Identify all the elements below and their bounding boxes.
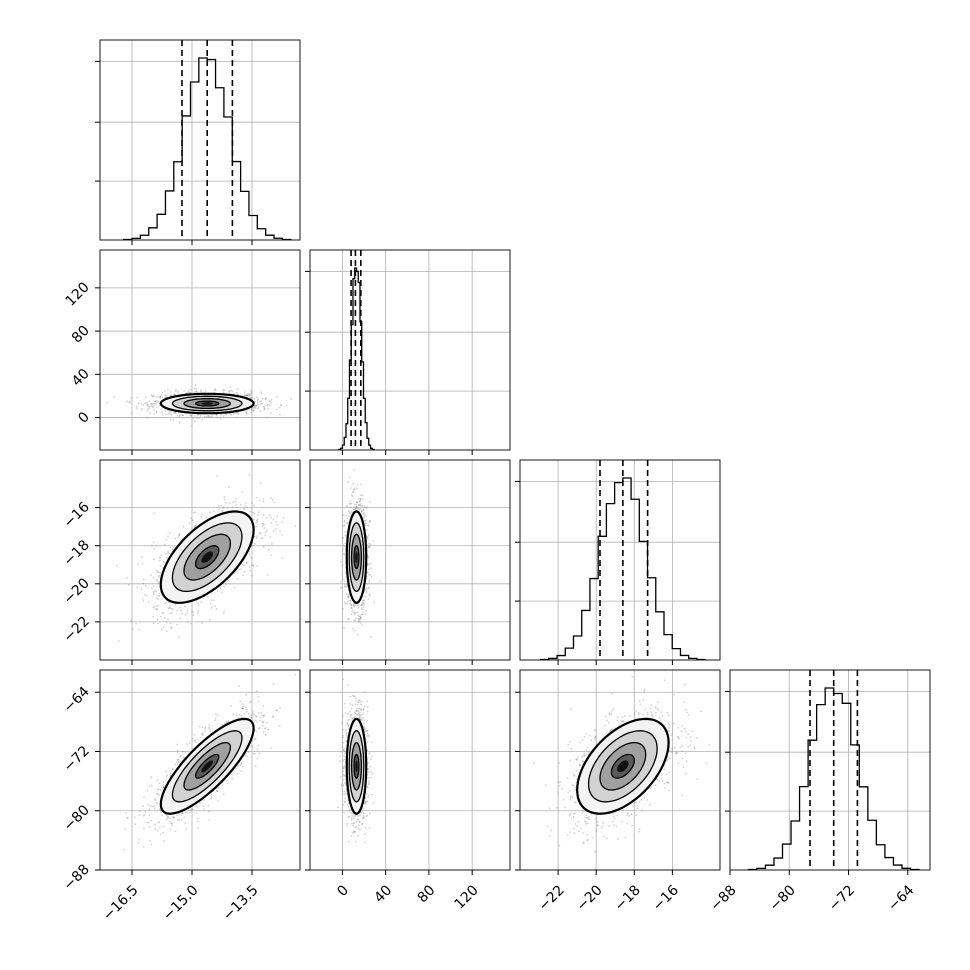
contour-line <box>194 753 220 779</box>
panel-2-1 <box>305 459 511 665</box>
panel-content <box>520 670 720 870</box>
y-tick-label: 120 <box>63 279 93 309</box>
x-tick-label: −15.0 <box>160 882 202 924</box>
contour-line <box>353 753 360 779</box>
panel-content <box>100 40 300 240</box>
y-tick-label: 40 <box>69 366 93 390</box>
x-tick-label: −13.5 <box>220 882 262 924</box>
y-tick-label: −72 <box>61 743 93 775</box>
y-tick-label: −18 <box>61 537 93 569</box>
contour-line <box>348 730 365 803</box>
contour-line <box>350 741 363 791</box>
contour-line <box>183 397 232 410</box>
x-tick-label: 40 <box>371 882 395 906</box>
y-tick-label: −22 <box>61 613 93 645</box>
x-tick-label: −20 <box>574 882 606 914</box>
x-tick-label: 0 <box>334 882 352 900</box>
panel-3-0: −16.5 −15.0 −13.5 −88 −80 −72 −64 <box>61 669 301 924</box>
panel-content <box>310 460 510 660</box>
panel-content <box>310 670 510 870</box>
x-tick-label: −80 <box>767 882 799 914</box>
panel-1-0: 0 40 80 120 <box>63 249 301 455</box>
histogram-1 <box>338 267 375 450</box>
y-tick-label: −80 <box>61 802 93 834</box>
contour-line <box>599 741 647 791</box>
x-tick-label: −18 <box>612 882 644 914</box>
density-core <box>201 551 213 563</box>
panel-frame <box>99 249 301 451</box>
x-tick-label: −64 <box>885 882 917 914</box>
panel-frame <box>519 669 721 871</box>
panel-frame <box>519 459 721 661</box>
contour-line <box>194 400 220 407</box>
y-tick-label: 0 <box>75 409 93 427</box>
panel-1-1 <box>305 249 511 455</box>
density-core <box>201 760 213 773</box>
y-tick-label: 80 <box>69 323 93 347</box>
contour-line <box>183 533 232 581</box>
histogram-0 <box>123 57 292 240</box>
panel-2-0: −22 −20 −18 −16 <box>61 459 301 665</box>
y-tick-label: −64 <box>61 684 93 716</box>
contour-line <box>345 717 368 815</box>
contour-line <box>345 510 368 605</box>
panel-content <box>520 460 720 660</box>
density-core <box>201 402 213 405</box>
x-tick-label: −16 <box>650 882 682 914</box>
panel-frame <box>309 249 511 451</box>
contour-line <box>159 717 255 815</box>
panel-2-2 <box>515 459 721 665</box>
x-tick-label: −72 <box>826 882 858 914</box>
y-tick-label: −20 <box>61 575 93 607</box>
panel-content <box>100 670 300 870</box>
x-tick-label: 80 <box>415 882 439 906</box>
panel-frame <box>309 669 511 871</box>
panel-content <box>100 250 300 450</box>
y-tick-label: −88 <box>61 862 93 894</box>
panel-frame <box>99 669 301 871</box>
panel-frame <box>729 669 931 871</box>
contour-line <box>159 392 255 415</box>
panel-content <box>730 670 930 870</box>
x-tick-label: −88 <box>707 882 739 914</box>
panel-frame <box>99 459 301 661</box>
density-core <box>617 760 629 773</box>
contour-line <box>353 544 360 570</box>
contour-line <box>159 510 255 604</box>
panel-frame <box>309 459 511 661</box>
contour-line <box>350 533 363 581</box>
contour-line <box>171 395 243 412</box>
panel-0-0 <box>95 39 301 245</box>
panel-3-1: 0 40 80 120 <box>305 669 511 913</box>
panel-3-2: −22 −20 −18 −16 <box>515 669 721 915</box>
density-core <box>355 551 358 563</box>
contour-line <box>183 741 232 791</box>
panel-frame <box>99 39 301 241</box>
contour-line <box>610 753 635 779</box>
contour-line <box>171 730 243 803</box>
density-core <box>355 760 358 773</box>
panel-content <box>310 250 510 450</box>
contour-line <box>171 522 243 593</box>
panel-content <box>100 460 300 660</box>
contour-line <box>575 717 670 815</box>
x-tick-label: −22 <box>536 882 568 914</box>
contour-line <box>587 730 658 803</box>
y-tick-label: −16 <box>61 499 93 531</box>
panel-3-3: −88 −80 −72 −64 <box>707 669 931 915</box>
contour-line <box>348 522 365 593</box>
x-tick-label: −16.5 <box>100 882 142 924</box>
x-tick-label: 120 <box>452 882 482 912</box>
contour-line <box>194 545 220 570</box>
